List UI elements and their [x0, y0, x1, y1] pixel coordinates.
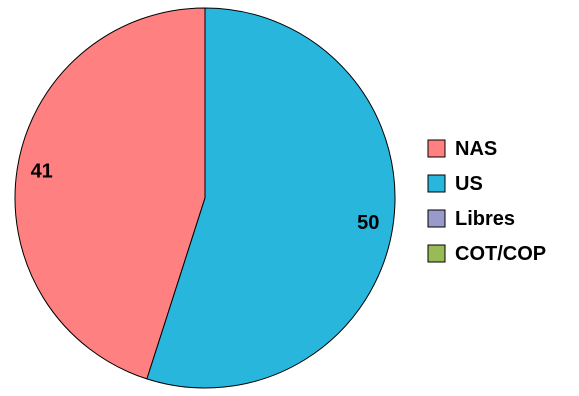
- legend-item-us: US: [427, 173, 483, 195]
- legend-label-nas: NAS: [455, 138, 497, 160]
- legend-label-libres: Libres: [455, 208, 515, 230]
- legend-item-libres: Libres: [427, 208, 515, 230]
- pie-slice-us: [146, 7, 396, 389]
- pie-slice-nas: [14, 7, 206, 380]
- legend-swatch-us: [427, 174, 446, 193]
- pie-slices: [14, 7, 396, 389]
- pie-data-labels: 41 50: [31, 161, 380, 234]
- data-label-nas: 41: [31, 161, 53, 183]
- legend-item-cot-cop: COT/COP: [427, 243, 546, 265]
- legend-label-us: US: [455, 173, 483, 195]
- legend-item-nas: NAS: [427, 138, 497, 160]
- legend-label-cot-cop: COT/COP: [455, 243, 546, 265]
- legend-swatch-nas: [427, 139, 446, 158]
- legend-swatch-cot-cop: [427, 244, 446, 263]
- data-label-us: 50: [357, 212, 379, 234]
- legend-swatch-libres: [427, 209, 446, 228]
- legend: NAS US Libres COT/COP: [427, 138, 546, 265]
